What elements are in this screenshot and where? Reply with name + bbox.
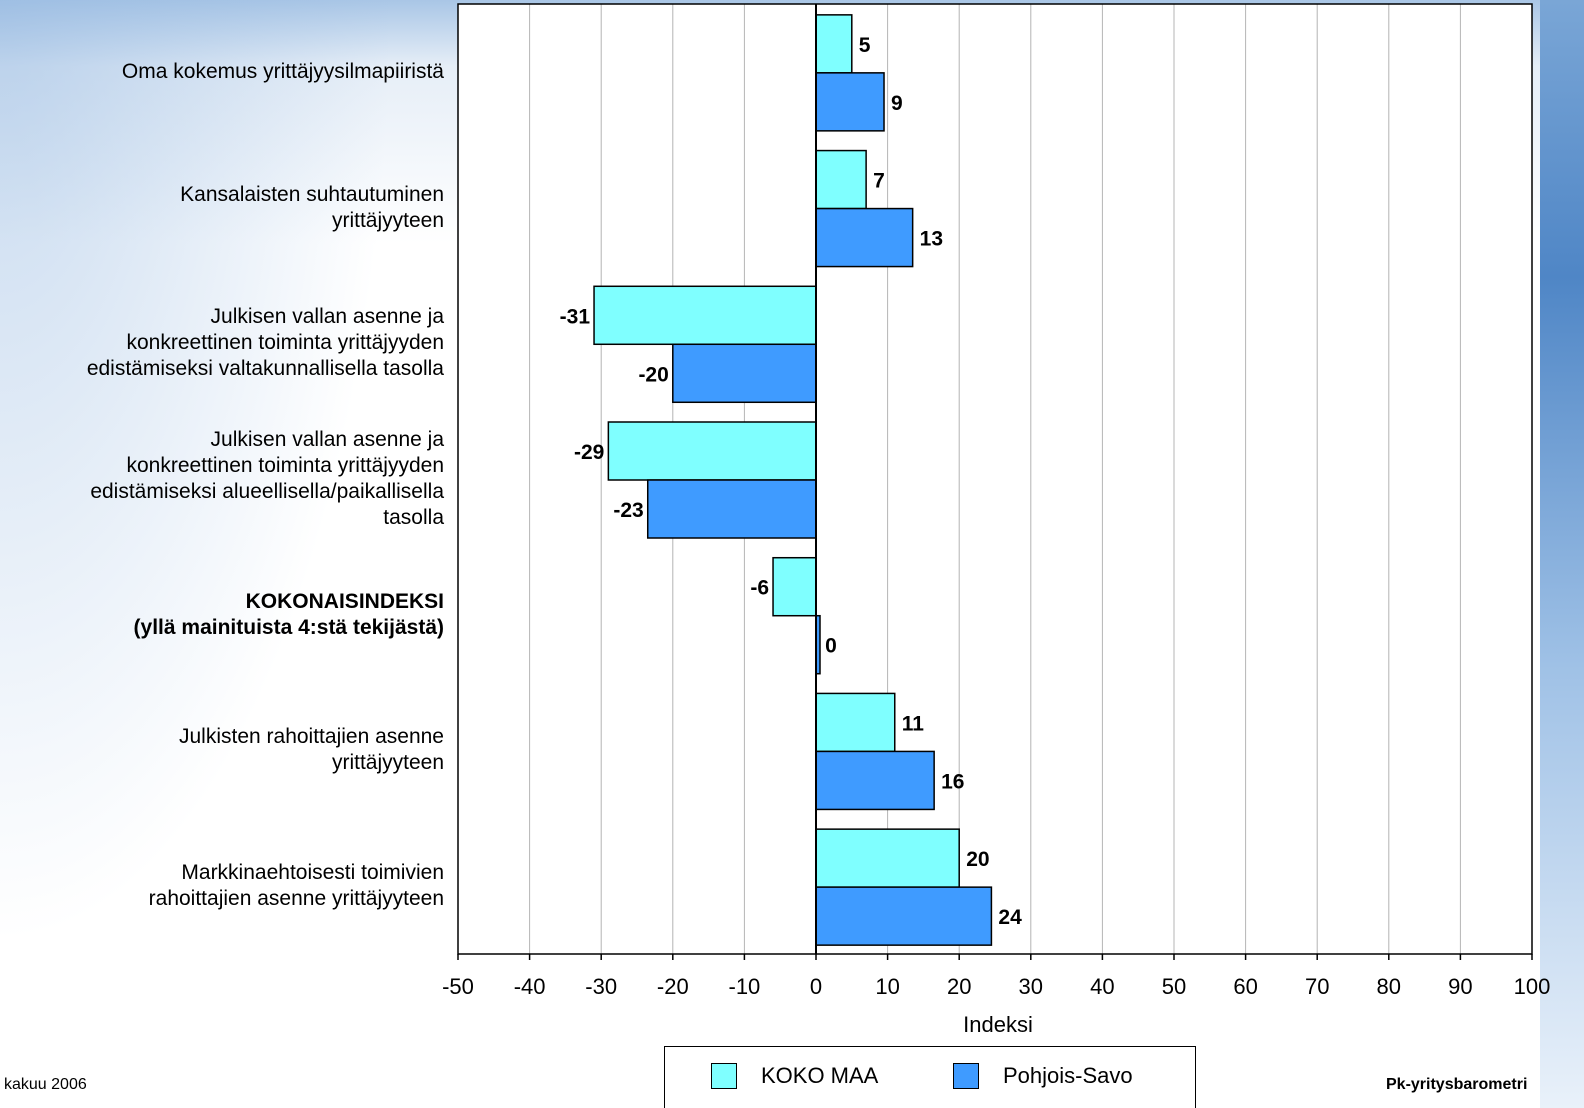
data-label-koko-maa: 20: [966, 848, 989, 871]
x-tick-label: 20: [947, 974, 971, 999]
data-label-koko-maa: -6: [750, 577, 769, 600]
legend-label: Pohjois-Savo: [1003, 1063, 1133, 1088]
bar-pohjois-savo: [815, 750, 935, 811]
bar-koko-maa: [815, 828, 960, 888]
x-tick-label: -40: [514, 974, 546, 999]
data-label-koko-maa: -31: [560, 305, 591, 328]
x-tick-label: 0: [810, 974, 822, 999]
data-label-pohjois-savo: 24: [998, 906, 1022, 929]
footer-brand: Pk-yritysbarometri: [1386, 1076, 1528, 1093]
data-label-pohjois-savo: -23: [613, 499, 643, 522]
bar-pohjois-savo: [815, 207, 914, 268]
x-tick-label: -20: [657, 974, 689, 999]
bar-koko-maa: [593, 285, 817, 346]
legend-swatch-koko-maa: [711, 1063, 737, 1089]
data-label-koko-maa: 5: [859, 34, 871, 57]
x-tick-label: 30: [1019, 974, 1043, 999]
bar-pohjois-savo: [815, 72, 885, 132]
x-tick-label: 40: [1090, 974, 1114, 999]
x-tick-label: 80: [1377, 974, 1401, 999]
decorative-side-strip: [1540, 0, 1584, 1108]
x-tick-label: -10: [729, 974, 761, 999]
legend-item-pohjois-savo: Pohjois-Savo: [953, 1063, 1133, 1089]
bar-koko-maa: [772, 556, 817, 617]
data-label-pohjois-savo: 9: [891, 92, 903, 115]
plot-frame: [457, 3, 1533, 955]
data-label-koko-maa: 7: [873, 170, 885, 193]
x-tick-label: -50: [442, 974, 474, 999]
footer-date: kakuu 2006: [4, 1076, 87, 1093]
category-label: Kansalaisten suhtautuminen yrittäjyyteen: [180, 182, 444, 232]
category-label: Oma kokemus yrittäjyysilmapiiristä: [121, 59, 444, 83]
data-label-koko-maa: 11: [902, 712, 925, 735]
legend-swatch-pohjois-savo: [953, 1063, 979, 1089]
bar-koko-maa: [815, 149, 867, 210]
x-tick-label: 10: [875, 974, 899, 999]
x-tick-label: 50: [1162, 974, 1186, 999]
legend-item-koko-maa: KOKO MAA: [711, 1063, 878, 1089]
data-label-pohjois-savo: 16: [941, 770, 964, 793]
x-tick-label: 90: [1448, 974, 1472, 999]
bar-pohjois-savo: [815, 886, 993, 946]
bar-koko-maa: [815, 692, 896, 753]
x-axis-title: Indeksi: [963, 1012, 1033, 1037]
data-label-pohjois-savo: 13: [920, 228, 943, 251]
bar-koko-maa: [607, 421, 817, 481]
category-label: Julkisen vallan asenne ja konkreettinen …: [90, 428, 444, 529]
category-label: Julkisten rahoittajien asenne yrittäjyyt…: [178, 725, 444, 775]
bar-pohjois-savo: [646, 479, 817, 539]
category-label: Julkisen vallan asenne ja konkreettinen …: [86, 305, 444, 381]
data-label-pohjois-savo: 0: [825, 635, 837, 658]
x-tick-label: 70: [1305, 974, 1329, 999]
x-tick-label: -30: [585, 974, 617, 999]
legend-label: KOKO MAA: [761, 1063, 879, 1088]
x-tick-label: 100: [1514, 974, 1551, 999]
chart-legend: KOKO MAA Pohjois-Savo: [664, 1046, 1196, 1108]
bar-pohjois-savo: [672, 343, 817, 404]
category-label: Markkinaehtoisesti toimivien rahoittajie…: [148, 861, 444, 911]
data-label-pohjois-savo: -20: [638, 363, 668, 386]
bar-koko-maa: [815, 14, 853, 74]
category-label: KOKONAISINDEKSI (yllä mainituista 4:stä …: [133, 589, 444, 639]
data-label-koko-maa: -29: [574, 441, 604, 464]
x-tick-label: 60: [1233, 974, 1257, 999]
